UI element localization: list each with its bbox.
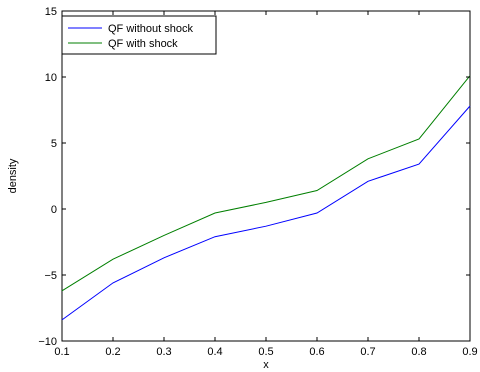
- y-tick-label: 5: [51, 138, 57, 150]
- y-tick-label: 15: [45, 6, 57, 18]
- x-tick-label: 0.3: [156, 346, 171, 358]
- legend-box: [61, 15, 217, 55]
- x-tick-label: 0.6: [309, 346, 324, 358]
- series-line-qf-with-shock: [61, 75, 471, 292]
- y-tick-label: −10: [38, 336, 57, 348]
- series-layer: [61, 75, 471, 321]
- x-tick-label: 0.8: [411, 346, 426, 358]
- x-tick-label: 0.1: [54, 346, 69, 358]
- x-tick-label: 0.5: [258, 346, 273, 358]
- x-tick-label: 0.9: [462, 346, 477, 358]
- y-tick-label: −5: [44, 270, 57, 282]
- x-tick-label: 0.4: [207, 346, 222, 358]
- legend: QF without shock QF with shock: [61, 15, 217, 55]
- legend-label-qf-with-shock: QF with shock: [108, 38, 178, 50]
- x-axis-label: x: [263, 359, 269, 371]
- ticks-layer: 0.1 0.2 0.3 0.4 0.5 0.6 0.7 0.8 0.9 −10 −5 0 5 10 15: [38, 6, 477, 358]
- y-tick-label: 10: [45, 72, 57, 84]
- y-tick-label: 0: [51, 204, 57, 216]
- y-axis-label: density: [7, 158, 19, 193]
- x-tick-label: 0.7: [360, 346, 375, 358]
- legend-label-qf-without-shock: QF without shock: [108, 23, 193, 35]
- x-tick-label: 0.2: [105, 346, 120, 358]
- series-line-qf-without-shock: [61, 105, 471, 321]
